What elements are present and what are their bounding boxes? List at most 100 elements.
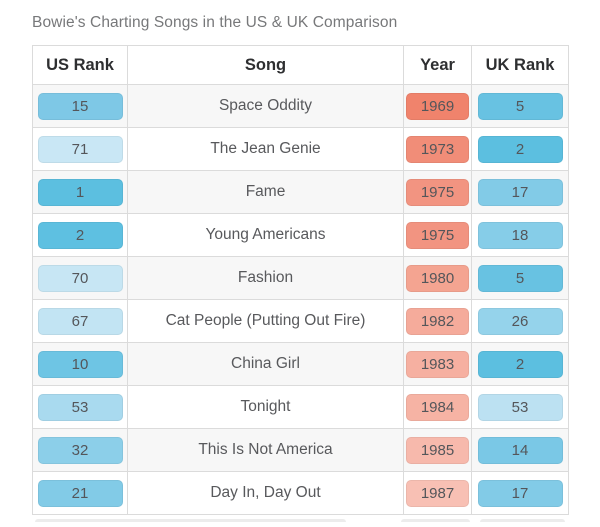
year-cell: 1975 [403,170,472,214]
year-badge: 1985 [406,436,469,464]
song-cell: Cat People (Putting Out Fire) [127,299,404,343]
column-header-uk-rank: UK Rank [471,45,569,85]
table-body: 15 Space Oddity 1969 5 71 The Jean Genie… [32,84,569,515]
year-cell: 1980 [403,256,472,300]
table-row: 21 Day In, Day Out 1987 17 [32,471,569,515]
us-rank-badge: 53 [37,393,123,421]
year-cell: 1984 [403,385,472,429]
us-rank-cell: 1 [32,170,128,214]
uk-rank-cell: 5 [471,84,569,128]
year-badge: 1982 [406,307,469,335]
uk-rank-badge: 17 [477,479,563,507]
table-row: 53 Tonight 1984 53 [32,385,569,429]
uk-rank-cell: 14 [471,428,569,472]
year-cell: 1975 [403,213,472,257]
uk-rank-cell: 17 [471,170,569,214]
song-title: Day In, Day Out [210,484,321,501]
uk-rank-badge: 2 [477,350,563,378]
table-row: 1 Fame 1975 17 [32,170,569,214]
song-cell: Tonight [127,385,404,429]
year-cell: 1969 [403,84,472,128]
us-rank-cell: 53 [32,385,128,429]
song-cell: Young Americans [127,213,404,257]
year-cell: 1983 [403,342,472,386]
year-badge: 1975 [406,221,469,249]
us-rank-badge: 67 [37,307,123,335]
song-cell: China Girl [127,342,404,386]
us-rank-badge: 15 [37,92,123,120]
song-title: Space Oddity [218,97,313,114]
year-cell: 1987 [403,471,472,515]
uk-rank-cell: 2 [471,342,569,386]
year-badge: 1969 [406,92,469,120]
uk-rank-badge: 18 [477,221,563,249]
song-cell: Space Oddity [127,84,404,128]
song-title: This Is Not America [198,441,333,458]
us-rank-cell: 67 [32,299,128,343]
year-badge: 1980 [406,264,469,292]
cutoff-segment [35,519,346,522]
year-badge: 1987 [406,479,469,507]
table-row: 67 Cat People (Putting Out Fire) 1982 26 [32,299,569,343]
song-cell: The Jean Genie [127,127,404,171]
song-cell: Fashion [127,256,404,300]
song-title: Fashion [237,269,294,286]
uk-rank-cell: 5 [471,256,569,300]
us-rank-cell: 2 [32,213,128,257]
us-rank-badge: 32 [37,436,123,464]
us-rank-badge: 71 [37,135,123,163]
song-cell: Day In, Day Out [127,471,404,515]
song-title: Fame [245,183,286,200]
us-rank-badge: 2 [37,221,123,249]
column-header-song: Song [127,45,404,85]
year-badge: 1984 [406,393,469,421]
uk-rank-cell: 53 [471,385,569,429]
year-cell: 1985 [403,428,472,472]
uk-rank-badge: 53 [477,393,563,421]
song-title: China Girl [231,355,300,372]
songs-table: US Rank Song Year UK Rank 15 Space Oddit… [32,45,569,515]
table-row: 10 China Girl 1983 2 [32,342,569,386]
us-rank-cell: 15 [32,84,128,128]
us-rank-badge: 1 [37,178,123,206]
us-rank-badge: 70 [37,264,123,292]
song-cell: This Is Not America [127,428,404,472]
us-rank-cell: 10 [32,342,128,386]
song-cell: Fame [127,170,404,214]
table-header: US Rank Song Year UK Rank [32,45,569,85]
year-badge: 1975 [406,178,469,206]
us-rank-cell: 71 [32,127,128,171]
chart-container: Bowie's Charting Songs in the US & UK Co… [32,14,569,515]
table-row: 15 Space Oddity 1969 5 [32,84,569,128]
chart-title: Bowie's Charting Songs in the US & UK Co… [32,14,398,31]
year-badge: 1983 [406,350,469,378]
uk-rank-cell: 26 [471,299,569,343]
song-title: Cat People (Putting Out Fire) [165,312,366,329]
year-cell: 1982 [403,299,472,343]
uk-rank-badge: 2 [477,135,563,163]
table-row: 70 Fashion 1980 5 [32,256,569,300]
us-rank-cell: 21 [32,471,128,515]
header-row: US Rank Song Year UK Rank [32,45,569,85]
uk-rank-badge: 5 [477,92,563,120]
cutoff-segment [480,519,565,522]
us-rank-badge: 10 [37,350,123,378]
uk-rank-badge: 14 [477,436,563,464]
song-title: The Jean Genie [210,140,321,157]
song-title: Tonight [240,398,291,415]
column-header-us-rank: US Rank [32,45,128,85]
us-rank-cell: 70 [32,256,128,300]
table-row: 71 The Jean Genie 1973 2 [32,127,569,171]
uk-rank-cell: 2 [471,127,569,171]
uk-rank-cell: 17 [471,471,569,515]
uk-rank-badge: 17 [477,178,563,206]
uk-rank-badge: 26 [477,307,563,335]
year-cell: 1973 [403,127,472,171]
year-badge: 1973 [406,135,469,163]
song-title: Young Americans [205,226,326,243]
uk-rank-badge: 5 [477,264,563,292]
us-rank-cell: 32 [32,428,128,472]
column-header-year: Year [403,45,472,85]
us-rank-badge: 21 [37,479,123,507]
